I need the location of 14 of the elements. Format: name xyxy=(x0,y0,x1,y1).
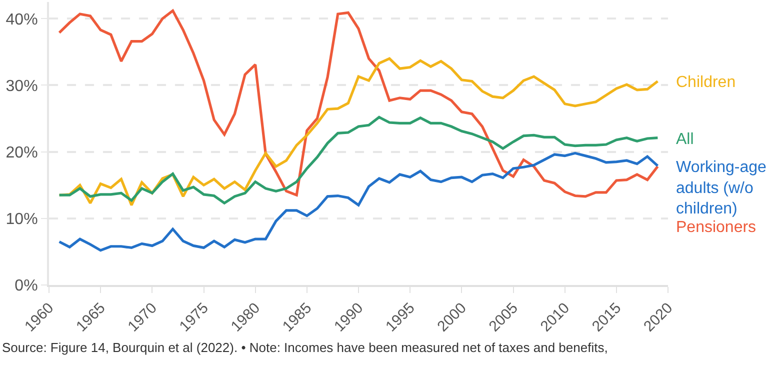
y-tick-label: 30% xyxy=(6,78,38,95)
text: Pensioners xyxy=(676,219,756,236)
series-label: Children xyxy=(676,74,736,91)
line-series xyxy=(58,57,659,206)
y-tick-label: 20% xyxy=(6,144,38,162)
source-note: Source: Figure 14, Bourquin et al (2022). • Note: Incomes have been measured net of taxes and benefits, xyxy=(2,340,608,355)
line-series xyxy=(58,9,659,198)
y-tick-label: 0% xyxy=(14,278,38,295)
line-series xyxy=(58,116,659,204)
series-label: Working-age adults (w/o children) xyxy=(676,159,767,218)
series-label: All xyxy=(676,131,694,148)
line-series xyxy=(58,152,659,252)
y-tick-label: 10% xyxy=(6,211,38,228)
y-tick-label: 40% xyxy=(6,11,38,28)
